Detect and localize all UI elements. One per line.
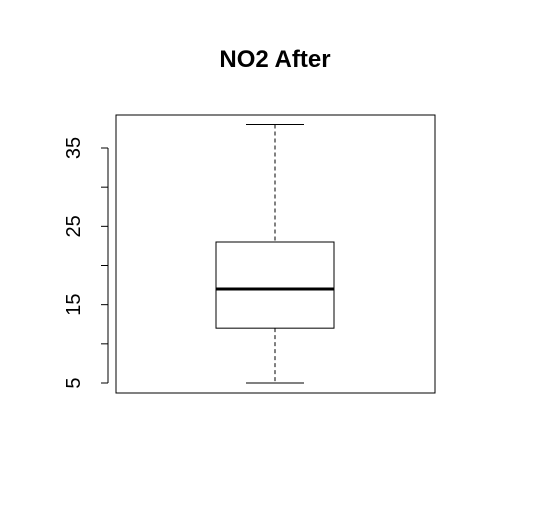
iqr-box xyxy=(215,241,335,329)
chart-title: NO2 After xyxy=(219,46,330,73)
y-tick-label: 5 xyxy=(63,377,85,388)
y-axis: 5 15 25 35 xyxy=(63,137,109,389)
plot-frame xyxy=(115,114,436,394)
y-tick-label: 15 xyxy=(63,294,85,316)
box-plot xyxy=(215,124,335,384)
y-tick-label: 25 xyxy=(63,215,85,237)
y-tick-label: 35 xyxy=(63,137,85,159)
